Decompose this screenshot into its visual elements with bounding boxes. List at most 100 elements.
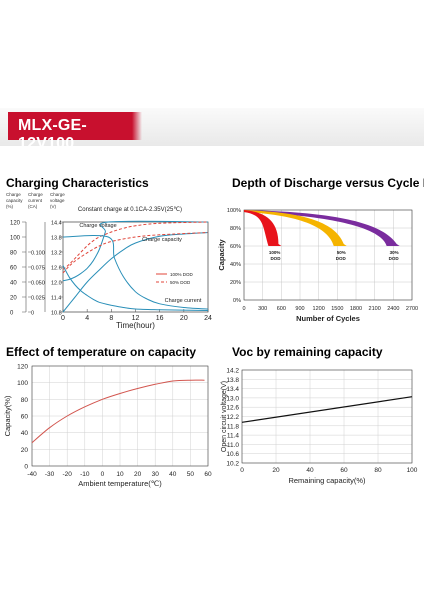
charging-section-title: Charging Characteristics [6, 176, 149, 190]
voc-y-tick-label: 13.4 [226, 386, 239, 393]
voc-y-tick-label: 14.2 [226, 368, 239, 375]
dod-y-tick-label: 20% [230, 280, 241, 286]
charging-voltage-tick-label: 12.6 [51, 266, 62, 272]
charging-capacity-tick-label: 60 [10, 266, 17, 272]
temp-x-tick-label: -20 [62, 471, 72, 478]
temp-x-tick-label: -30 [45, 471, 55, 478]
charging-legend-100dod-label: 100% DOD [170, 272, 194, 277]
dod-band-label: 50% [337, 250, 346, 255]
voc-y-axis-label: Open circuit voltage(V) [221, 381, 228, 452]
temp-y-tick-label: 20 [21, 447, 29, 454]
charging-capacity-tick-label: 40 [10, 281, 17, 287]
dod-x-tick-label: 2400 [387, 306, 399, 312]
voc-y-tick-label: 11.0 [227, 442, 240, 449]
temp-x-tick-label: -40 [27, 471, 37, 478]
charging-voltage-annotation: Charge voltage [79, 223, 116, 229]
voc-x-tick-label: 60 [340, 467, 348, 474]
charging-x-tick-label: 0 [61, 315, 65, 322]
temp-y-tick-label: 0 [24, 464, 28, 471]
temp-capacity-line [31, 379, 205, 444]
dod-band-30-dod [244, 210, 400, 246]
charging-voltage-tick-label: 13.8 [51, 236, 62, 242]
dod-x-tick-label: 1200 [313, 306, 325, 312]
charging-capacity-axis-label: Charge [6, 192, 21, 197]
voc-y-tick-label: 12.2 [226, 414, 239, 421]
dod-y-axis-label: Capacity [217, 239, 226, 271]
temp-section-title: Effect of temperature on capacity [6, 345, 197, 359]
charging-x-tick-label: 8 [109, 315, 113, 322]
charging-voltage-tick-label: 12.0 [51, 281, 62, 287]
temp-x-tick-label: 60 [204, 471, 212, 478]
temp-x-tick-label: 10 [116, 471, 124, 478]
temp-x-tick-label: 0 [101, 471, 105, 478]
temp-x-axis-label: Ambient temperature(℃) [78, 479, 162, 488]
dod-x-tick-label: 300 [258, 306, 267, 312]
charging-capacity-tick-label: 120 [10, 221, 21, 227]
dod-x-tick-label: 1500 [331, 306, 343, 312]
temp-x-tick-label: 20 [134, 471, 142, 478]
voc-y-tick-label: 10.2 [226, 461, 239, 468]
charging-voltage-axis-label: (V) [50, 204, 57, 209]
voc-x-tick-label: 100 [407, 467, 418, 474]
title-tab-fade [132, 112, 142, 140]
banner-title: MLX-GE-12V100 [18, 117, 87, 152]
dod-plot-frame [243, 209, 413, 301]
charging-current-tick-label: 0.075 [31, 266, 45, 272]
dod-y-tick-label: 80% [230, 226, 241, 232]
charging-capacity-tick-label: 100 [10, 236, 21, 242]
temp-x-tick-label: 40 [169, 471, 177, 478]
dod-band-50-dod [244, 210, 347, 246]
voc-y-tick-label: 13.8 [226, 377, 239, 384]
temp-y-tick-label: 40 [21, 430, 29, 437]
charging-current-50dod-line [62, 265, 209, 311]
charging-current-axis-label: Charge [28, 192, 43, 197]
voc-y-tick-label: 10.6 [226, 451, 239, 458]
temp-x-tick-label: 50 [187, 471, 195, 478]
dod-band-label: DOD [270, 256, 281, 261]
charging-x-tick-label: 16 [156, 315, 164, 322]
dod-section-title: Depth of Discharge versus Cycle Life [232, 176, 424, 190]
charging-capacity-axis-label: (%) [6, 204, 13, 209]
dod-band-label: 100% [269, 250, 281, 255]
charging-voltage-tick-label: 10.8 [51, 311, 62, 317]
dod-x-tick-label: 2100 [369, 306, 381, 312]
temp-x-tick-label: -10 [80, 471, 90, 478]
charging-chart-title: Constant charge at 0.1CA-2.35V(25℃) [78, 207, 182, 213]
charging-voltage-50dod-line [62, 221, 209, 270]
charging-current-tick-label: 0.025 [31, 296, 45, 302]
charging-voltage-tick-label: 14.4 [51, 221, 62, 227]
voc-y-tick-label: 13.0 [226, 395, 239, 402]
voc-x-axis-label: Remaining capacity(%) [288, 476, 366, 485]
dod-y-tick-label: 100% [227, 208, 241, 214]
voc-x-tick-label: 40 [306, 467, 314, 474]
title-tab: MLX-GE-12V100 [8, 112, 132, 152]
charging-current-axis-label: current [28, 198, 43, 203]
charging-voltage-tick-label: 11.4 [51, 296, 61, 302]
dod-x-axis-label: Number of Cycles [296, 314, 360, 323]
temp-y-tick-label: 80 [21, 397, 29, 404]
charging-x-tick-label: 24 [204, 315, 212, 322]
charging-current-tick-label: 0.100 [31, 251, 45, 257]
charging-capacity-50dod-line [62, 232, 209, 274]
dod-x-tick-label: 600 [277, 306, 286, 312]
voc-x-tick-label: 80 [374, 467, 382, 474]
voc-line [241, 396, 413, 423]
voc-y-tick-label: 12.6 [226, 405, 239, 412]
voc-x-tick-label: 0 [240, 467, 244, 474]
charging-capacity-tick-label: 80 [10, 251, 17, 257]
voc-plot-frame [241, 369, 413, 464]
temp-y-tick-label: 60 [21, 414, 29, 421]
voc-x-tick-label: 20 [272, 467, 280, 474]
charging-current-tick-label: 0 [31, 311, 34, 317]
charging-x-tick-label: 4 [85, 315, 89, 322]
dod-y-tick-label: 40% [230, 262, 241, 268]
charging-capacity-annotation: Charge capacity [142, 237, 182, 243]
charging-voltage-tick-label: 13.2 [51, 251, 62, 257]
charging-voltage-axis-label: voltage [50, 198, 65, 203]
charging-capacity-100dod-line [62, 232, 209, 313]
temp-y-axis-label: Capacity(%) [3, 395, 12, 436]
charging-capacity-tick-label: 0 [10, 311, 14, 317]
dod-x-tick-label: 1800 [350, 306, 362, 312]
dod-y-tick-label: 0% [233, 298, 241, 304]
charging-x-tick-label: 20 [180, 315, 188, 322]
